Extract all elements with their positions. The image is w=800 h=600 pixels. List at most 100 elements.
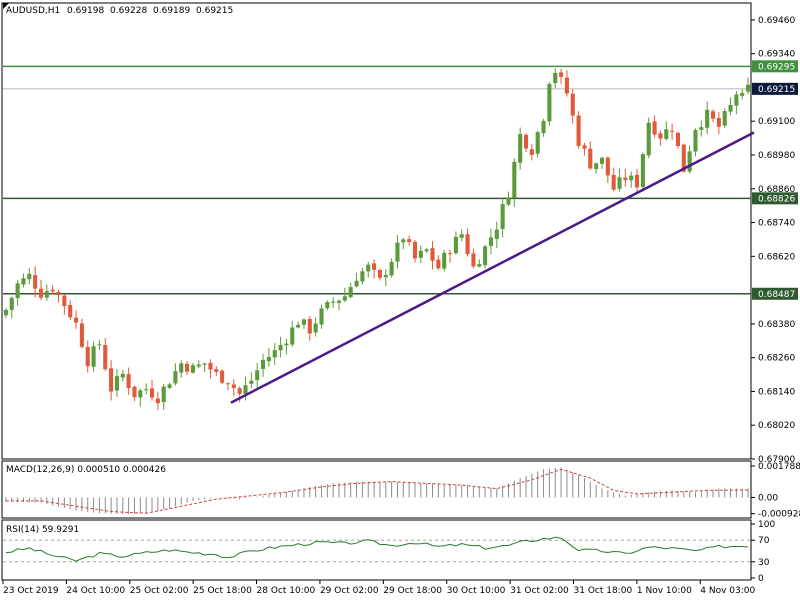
bear-candle xyxy=(716,112,721,135)
candle-body xyxy=(208,362,213,370)
main-panel[interactable]: 0.69460 0.69340 0.69100 0.68980 0.68860 0.687… xyxy=(1,2,798,465)
rsi-tick-label: 30 xyxy=(758,558,770,568)
y-tick-label: 0.68620 xyxy=(758,252,795,262)
bull-candle xyxy=(336,299,342,310)
candle-body xyxy=(477,264,482,267)
candle-body xyxy=(325,302,330,309)
candle-body xyxy=(541,120,546,134)
candle-body xyxy=(547,83,552,122)
candle-body xyxy=(512,161,517,199)
bull-candle xyxy=(483,244,488,269)
candle-body xyxy=(21,278,26,285)
bull-candle xyxy=(746,77,751,95)
bull-candle xyxy=(541,118,546,137)
candle-body xyxy=(366,264,371,272)
bear-candle xyxy=(225,382,231,391)
candle-body xyxy=(605,157,610,176)
bull-candle xyxy=(348,282,353,299)
bull-candle xyxy=(91,341,96,372)
bull-candle xyxy=(599,156,605,169)
bull-candle xyxy=(594,162,599,174)
y-tick-label: 0.69340 xyxy=(758,50,795,60)
bull-candle xyxy=(97,339,102,350)
x-tick-label: 31 Oct 18:00 xyxy=(574,586,633,596)
bull-candle xyxy=(161,383,166,410)
macd-panel[interactable]: 0.001788 0.00 -0.000928 MACD(12,26,9) 0.00… xyxy=(1,460,800,520)
candle-body xyxy=(190,365,195,373)
rsi-y-axis: 100 70 30 0 xyxy=(3,520,775,584)
y-tick-label: 0.68020 xyxy=(758,421,795,431)
bull-candle xyxy=(255,362,260,389)
candle-body xyxy=(483,246,488,266)
bear-candle xyxy=(50,285,55,295)
candle-body xyxy=(331,301,336,303)
candle-body xyxy=(237,388,242,394)
bull-candle xyxy=(272,342,277,365)
bear-candle xyxy=(185,360,190,375)
candle-body xyxy=(448,253,453,255)
bull-candle xyxy=(506,191,511,206)
bull-candle xyxy=(15,280,20,306)
candle-body xyxy=(576,115,581,146)
rsi-panel[interactable]: 100 70 30 0 RSI(14) 59.9291 xyxy=(1,519,775,584)
trend-line[interactable] xyxy=(230,131,755,404)
x-tick-label: 1 Nov 10:00 xyxy=(637,586,692,596)
bull-candle xyxy=(325,300,330,311)
bear-candle xyxy=(220,369,225,385)
bull-candle xyxy=(453,231,458,255)
rsi-tick-label: 0 xyxy=(758,574,764,584)
bull-candle xyxy=(319,304,324,329)
candle-body xyxy=(518,134,523,163)
bull-candle xyxy=(301,318,306,329)
candle-body xyxy=(442,252,447,269)
price-badge xyxy=(752,60,798,73)
bull-candle xyxy=(284,338,289,355)
candle-body xyxy=(582,145,587,149)
candle-body xyxy=(284,343,289,346)
macd-tick-label: 0.001788 xyxy=(758,462,800,472)
bear-candle xyxy=(588,141,593,170)
bull-candle xyxy=(44,284,49,301)
candle-body xyxy=(9,297,14,310)
bull-candle xyxy=(342,287,347,303)
bull-candle xyxy=(331,297,336,308)
bull-candle xyxy=(196,360,201,369)
candle-body xyxy=(155,398,160,404)
candle-body xyxy=(44,291,49,298)
candle-body xyxy=(494,229,499,239)
candle-body xyxy=(407,239,412,243)
bear-candle xyxy=(559,68,564,84)
bear-candle xyxy=(208,359,213,379)
candle-body xyxy=(559,72,564,77)
y-tick-label: 0.67900 xyxy=(758,455,795,465)
bull-candle xyxy=(313,317,318,337)
candle-body xyxy=(693,129,698,152)
x-tick-label: 25 Oct 18:00 xyxy=(193,586,252,596)
candle-body xyxy=(196,364,201,367)
x-tick-label: 29 Oct 18:00 xyxy=(383,586,442,596)
candle-body xyxy=(471,253,476,267)
bear-candle xyxy=(605,156,610,183)
ohlc-close: 0.69215 xyxy=(196,6,233,16)
candle-body xyxy=(132,386,137,398)
y-tick-label: 0.69460 xyxy=(758,16,795,26)
candle-body xyxy=(675,132,680,147)
candle-body xyxy=(185,363,190,372)
candle-body xyxy=(728,104,733,112)
rsi-line xyxy=(5,536,749,562)
chart-menu-icon[interactable] xyxy=(3,3,9,9)
bear-candle xyxy=(675,131,680,149)
bull-candle xyxy=(21,273,26,288)
candle-body xyxy=(658,133,663,139)
candle-body xyxy=(652,121,657,135)
bear-candle xyxy=(471,248,476,269)
bear-candle xyxy=(85,340,90,373)
bull-candle xyxy=(179,360,184,378)
bull-candle xyxy=(535,130,540,158)
bear-candle xyxy=(430,240,435,270)
bear-candle xyxy=(372,259,377,279)
bull-candle xyxy=(699,120,704,137)
bear-candle xyxy=(523,132,529,153)
bear-candle xyxy=(103,337,108,372)
